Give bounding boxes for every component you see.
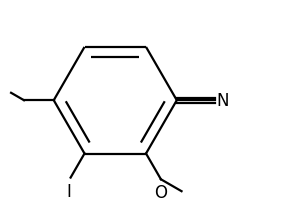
Text: I: I bbox=[66, 182, 71, 200]
Text: O: O bbox=[154, 183, 167, 201]
Text: N: N bbox=[217, 92, 229, 110]
